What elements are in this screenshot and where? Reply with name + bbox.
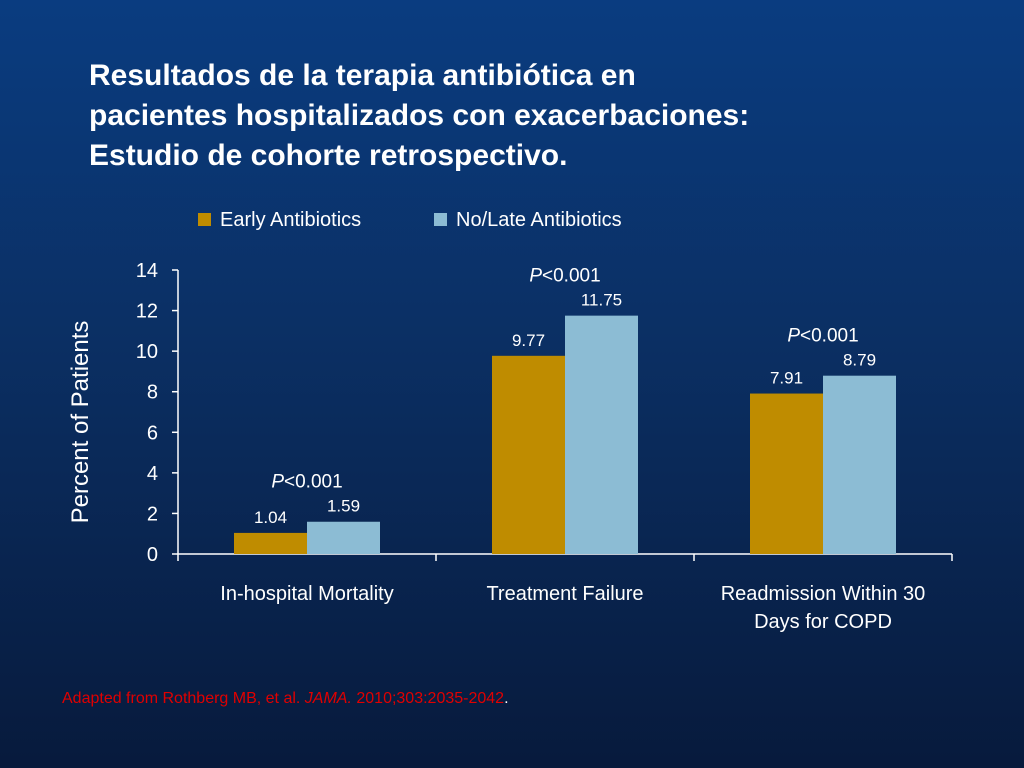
p-value-annotation: P<0.001: [271, 472, 342, 493]
citation-prefix: Adapted from Rothberg MB, et al.: [62, 690, 305, 707]
citation-suffix: .: [504, 690, 509, 707]
p-value-threshold: <0.001: [542, 266, 601, 287]
data-label: 11.75: [581, 291, 622, 310]
category-label: Treatment Failure: [486, 583, 643, 605]
title-line-2: pacientes hospitalizados con exacerbacio…: [89, 99, 750, 132]
y-tick-label: 10: [136, 341, 158, 363]
data-label: 7.91: [770, 369, 803, 388]
p-value-annotation: P<0.001: [529, 266, 600, 287]
data-label: 1.04: [254, 508, 287, 527]
y-axis-title: Percent of Patients: [67, 321, 94, 524]
bar-early: [234, 532, 307, 554]
y-tick-label: 14: [136, 260, 158, 282]
title-line-3: Estudio de cohorte retrospectivo.: [89, 139, 568, 172]
data-label: 9.77: [512, 331, 545, 350]
p-value-letter: P: [271, 472, 284, 493]
category-label: Readmission Within 30: [721, 583, 926, 605]
citation-details: 2010;303:2035-2042: [351, 690, 505, 707]
y-tick-label: 4: [147, 463, 158, 485]
p-value-threshold: <0.001: [800, 326, 859, 347]
legend-swatch-2: [434, 213, 447, 226]
legend-label-2: No/Late Antibiotics: [456, 209, 622, 231]
data-label: 1.59: [327, 497, 360, 516]
bar-late: [565, 315, 638, 554]
y-tick-label: 6: [147, 422, 158, 444]
bar-early: [492, 355, 565, 554]
y-tick-label: 2: [147, 503, 158, 525]
p-value-threshold: <0.001: [284, 472, 343, 493]
p-value-letter: P: [787, 326, 800, 347]
bar-late: [823, 375, 896, 554]
p-value-annotation: P<0.001: [787, 326, 858, 347]
y-tick-label: 12: [136, 301, 158, 323]
citation-journal: JAMA.: [304, 690, 352, 707]
p-value-letter: P: [529, 266, 542, 287]
bar-early: [750, 393, 823, 554]
category-label: In-hospital Mortality: [220, 583, 393, 605]
bar-late: [307, 521, 380, 554]
legend-swatch-1: [198, 213, 211, 226]
y-tick-label: 0: [147, 544, 158, 566]
y-tick-label: 8: [147, 382, 158, 404]
legend-label-1: Early Antibiotics: [220, 209, 361, 231]
slide-title: Resultados de la terapia antibiótica en …: [89, 56, 969, 176]
data-label: 8.79: [843, 351, 876, 370]
category-label: Days for COPD: [754, 611, 892, 633]
citation: Adapted from Rothberg MB, et al. JAMA. 2…: [62, 690, 509, 708]
title-line-1: Resultados de la terapia antibiótica en: [89, 59, 636, 92]
